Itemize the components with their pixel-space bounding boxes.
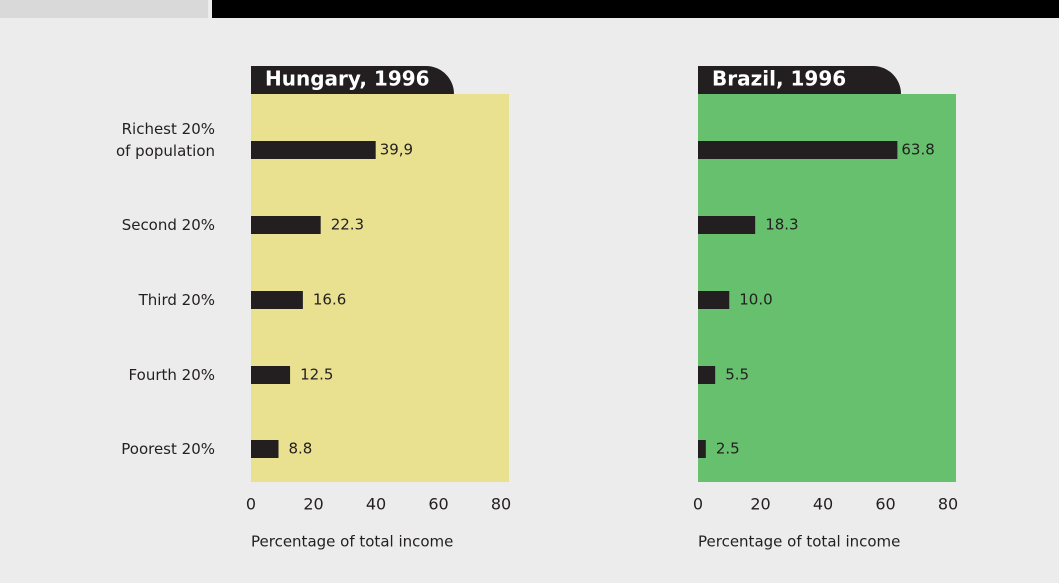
bar xyxy=(698,291,730,309)
bar xyxy=(251,440,279,458)
category-label: Second 20% xyxy=(121,216,215,234)
bar xyxy=(251,291,303,309)
header-bar xyxy=(212,0,1059,18)
category-label: Richest 20% of population xyxy=(115,120,215,160)
header-strip xyxy=(0,0,208,18)
x-tick-label: 40 xyxy=(813,495,833,514)
bar xyxy=(698,216,756,234)
bar xyxy=(251,366,291,384)
value-label: 8.8 xyxy=(289,440,313,458)
value-label: 5.5 xyxy=(725,366,749,384)
x-tick-label: 40 xyxy=(366,495,386,514)
bar xyxy=(698,440,706,458)
bar xyxy=(251,141,376,159)
title-tab xyxy=(698,66,901,94)
value-label: 18.3 xyxy=(765,216,798,234)
x-tick-label: 0 xyxy=(693,495,703,514)
category-label: Fourth 20% xyxy=(128,366,215,384)
title-tab xyxy=(251,66,454,94)
bar xyxy=(698,141,898,159)
category-label: Third 20% xyxy=(138,291,215,309)
x-axis-label: Percentage of total income xyxy=(251,533,453,551)
x-tick-label: 60 xyxy=(428,495,448,514)
value-label: 39,9 xyxy=(380,141,413,159)
value-label: 16.6 xyxy=(313,291,346,309)
category-label: Poorest 20% xyxy=(121,440,215,458)
panel-title: Brazil, 1996 xyxy=(712,67,846,91)
x-tick-label: 20 xyxy=(303,495,323,514)
x-tick-label: 80 xyxy=(491,495,511,514)
x-axis-label: Percentage of total income xyxy=(698,533,900,551)
value-label: 12.5 xyxy=(300,366,333,384)
x-tick-label: 20 xyxy=(750,495,770,514)
value-label: 22.3 xyxy=(331,216,364,234)
bar xyxy=(698,366,716,384)
x-tick-label: 60 xyxy=(875,495,895,514)
x-tick-label: 0 xyxy=(246,495,256,514)
bar xyxy=(251,216,321,234)
value-label: 2.5 xyxy=(716,440,740,458)
value-label: 63.8 xyxy=(901,141,934,159)
panel-title: Hungary, 1996 xyxy=(265,67,430,91)
x-tick-label: 80 xyxy=(938,495,958,514)
value-label: 10.0 xyxy=(739,291,772,309)
